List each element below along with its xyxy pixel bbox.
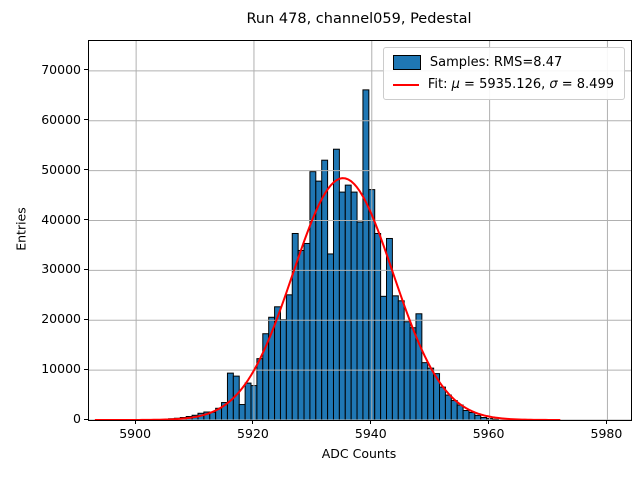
- x-tick-mark: [252, 420, 254, 424]
- y-tick-label: 0: [73, 411, 81, 426]
- legend-fit-label: Fit: μ = 5935.126, σ = 8.499: [427, 77, 614, 92]
- plot-area: Samples: RMS=8.47 Fit: μ = 5935.126, σ =…: [88, 40, 632, 421]
- histogram-bar: [256, 358, 264, 420]
- legend: Samples: RMS=8.47 Fit: μ = 5935.126, σ =…: [382, 47, 625, 100]
- histogram-bar: [238, 404, 246, 420]
- sigma-symbol: σ: [549, 77, 558, 92]
- mu-symbol: μ: [451, 77, 460, 92]
- y-tick-mark: [84, 368, 88, 370]
- histogram-bar: [285, 294, 293, 420]
- histogram-bar: [226, 372, 234, 420]
- histogram-bar: [397, 300, 405, 420]
- x-tick-label: 5960: [472, 426, 505, 441]
- histogram-bar: [427, 367, 435, 420]
- y-tick-mark: [84, 119, 88, 121]
- x-tick-label: 5980: [590, 426, 623, 441]
- histogram-bar: [356, 221, 364, 420]
- histogram-bar: [350, 191, 358, 420]
- histogram-bar: [415, 313, 423, 420]
- y-tick-label: 20000: [41, 311, 81, 327]
- legend-entry-fit: Fit: μ = 5935.126, σ = 8.499: [392, 77, 614, 92]
- y-tick-label: 10000: [41, 361, 81, 377]
- histogram-bar: [409, 327, 417, 420]
- histogram-bar: [338, 191, 346, 420]
- y-tick-label: 40000: [41, 211, 81, 227]
- samples-swatch-icon: [392, 55, 421, 70]
- y-tick-label: 30000: [41, 261, 81, 277]
- histogram-bar: [374, 232, 382, 420]
- histogram-bar: [462, 410, 470, 420]
- histogram-bar: [315, 180, 323, 420]
- legend-entry-samples: Samples: RMS=8.47: [392, 55, 614, 70]
- histogram-bar: [439, 386, 446, 420]
- y-tick-label: 50000: [41, 161, 81, 177]
- histogram-plot: [89, 41, 631, 420]
- histogram-bar: [380, 295, 388, 420]
- histogram-bar: [391, 295, 399, 420]
- histogram-bar: [332, 148, 340, 420]
- chart-title: Run 478, channel059, Pedestal: [246, 11, 472, 27]
- y-tick-label: 70000: [41, 61, 81, 77]
- y-tick-mark: [84, 169, 88, 171]
- histogram-bar: [297, 249, 305, 420]
- y-tick-mark: [84, 318, 88, 320]
- histogram-bar: [444, 394, 452, 420]
- y-tick-mark: [84, 69, 88, 71]
- fit-curve: [94, 177, 561, 420]
- x-tick-label: 5900: [119, 426, 152, 441]
- histogram-bar: [468, 412, 476, 420]
- x-tick-mark: [488, 420, 490, 424]
- x-tick-mark: [134, 420, 136, 424]
- histogram-bar: [244, 382, 252, 420]
- histogram-bar: [474, 414, 482, 420]
- x-tick-mark: [605, 420, 607, 424]
- histogram-bar: [309, 171, 317, 420]
- y-tick-mark: [84, 418, 88, 420]
- x-tick-label: 5940: [354, 426, 387, 441]
- histogram-bar: [421, 362, 429, 420]
- fit-line-icon: [392, 83, 419, 86]
- histogram-bar: [450, 400, 458, 420]
- x-tick-label: 5920: [237, 426, 269, 441]
- y-tick-mark: [84, 219, 88, 221]
- legend-samples-label: Samples: RMS=8.47: [429, 55, 563, 70]
- x-axis-label: ADC Counts: [321, 446, 397, 461]
- y-tick-label: 60000: [41, 111, 81, 127]
- y-tick-mark: [84, 268, 88, 270]
- x-tick-mark: [370, 420, 372, 424]
- histogram-bar: [456, 404, 464, 420]
- histogram-bar: [327, 253, 334, 420]
- histogram-bar: [403, 321, 411, 420]
